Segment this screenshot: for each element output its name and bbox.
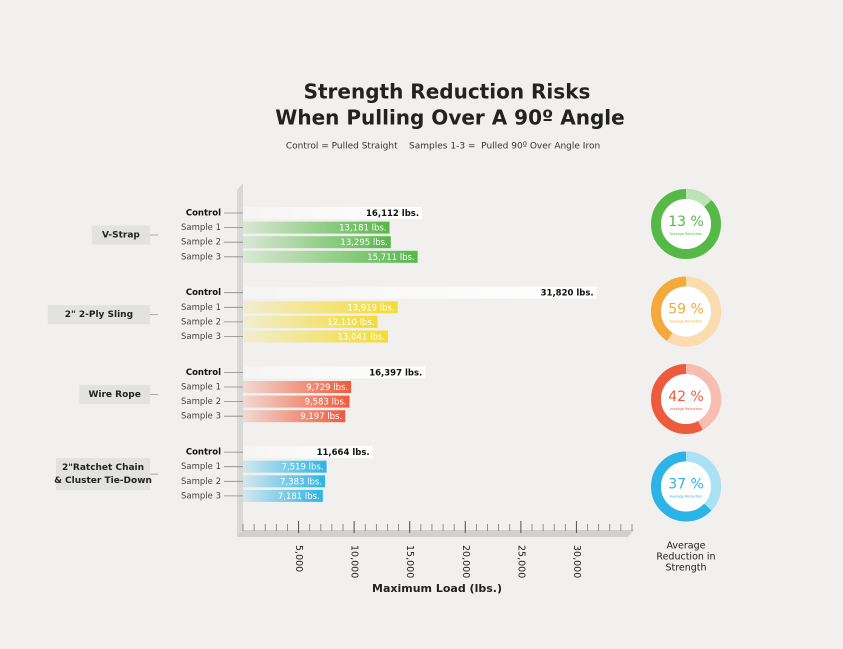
value-label: 13,919 lbs. bbox=[347, 303, 394, 313]
value-label: 13,295 lbs. bbox=[340, 238, 387, 248]
category-label: Control bbox=[186, 448, 221, 458]
category-label: Sample 2 bbox=[181, 238, 221, 248]
bar bbox=[243, 381, 352, 393]
group-label: 2" 2-Ply Sling bbox=[65, 310, 133, 320]
value-label: 9,729 lbs. bbox=[306, 383, 348, 393]
chart-title: When Pulling Over A 90º Angle bbox=[275, 106, 624, 130]
reduction-caption: Average Reduction bbox=[670, 320, 703, 324]
category-label: Control bbox=[186, 209, 221, 219]
donut-center bbox=[661, 374, 711, 424]
category-label: Sample 1 bbox=[181, 462, 221, 472]
bar bbox=[243, 221, 390, 234]
category-label: Control bbox=[186, 288, 221, 298]
group-label: & Cluster Tie-Down bbox=[54, 476, 152, 486]
axis-wall bbox=[237, 183, 243, 537]
value-label: 7,519 lbs. bbox=[282, 463, 324, 473]
value-label: 9,583 lbs. bbox=[305, 398, 347, 408]
value-label: 31,820 lbs. bbox=[541, 289, 594, 299]
group-label: 2"Ratchet Chain bbox=[62, 463, 144, 473]
value-label: 13,181 lbs. bbox=[339, 224, 386, 234]
donut-reduction bbox=[651, 364, 721, 434]
bar bbox=[243, 330, 388, 343]
value-label: 7,383 lbs. bbox=[280, 477, 322, 487]
reduction-title: Average bbox=[666, 541, 705, 552]
bar bbox=[243, 366, 426, 379]
donut-center bbox=[661, 199, 711, 249]
bar bbox=[243, 315, 378, 328]
bar bbox=[243, 460, 327, 473]
bar bbox=[243, 410, 346, 423]
group-label: V-Strap bbox=[102, 231, 140, 241]
group-label-box bbox=[79, 384, 150, 404]
reduction-caption: Average Reduction bbox=[670, 407, 703, 411]
reduction-label: 59 % bbox=[668, 302, 704, 318]
reduction-label: 13 % bbox=[668, 214, 704, 230]
group-label: Wire Rope bbox=[88, 390, 140, 400]
group-label-box bbox=[56, 458, 150, 491]
category-label: Sample 3 bbox=[181, 412, 221, 422]
bar bbox=[243, 395, 350, 408]
category-label: Sample 2 bbox=[181, 317, 221, 327]
donut-reduction bbox=[651, 451, 721, 522]
chart-title: Strength Reduction Risks bbox=[304, 80, 591, 104]
category-label: Sample 1 bbox=[181, 223, 221, 233]
value-label: 13,041 lbs. bbox=[338, 333, 385, 343]
donut-center bbox=[661, 461, 711, 512]
value-label: 12,110 lbs. bbox=[327, 318, 374, 328]
x-tick-label: 30,000 bbox=[571, 545, 582, 578]
group-label-box bbox=[47, 305, 150, 325]
x-tick-label: 15,000 bbox=[404, 545, 415, 578]
category-label: Sample 3 bbox=[181, 491, 221, 501]
reduction-label: 42 % bbox=[668, 389, 704, 405]
bar bbox=[243, 250, 418, 263]
category-label: Sample 3 bbox=[181, 332, 221, 342]
bar bbox=[243, 489, 323, 502]
bar bbox=[243, 446, 373, 459]
axis-floor bbox=[237, 530, 634, 537]
category-label: Sample 1 bbox=[181, 383, 221, 393]
group-label-box bbox=[91, 225, 150, 245]
value-label: 16,397 lbs. bbox=[369, 368, 422, 378]
x-axis-label: Maximum Load (lbs.) bbox=[372, 582, 502, 595]
category-label: Sample 2 bbox=[181, 397, 221, 407]
x-tick-label: 25,000 bbox=[515, 545, 526, 578]
bar bbox=[243, 475, 326, 488]
value-label: 15,711 lbs. bbox=[367, 253, 414, 263]
chart-subtitle: Control = Pulled Straight Samples 1-3 = … bbox=[286, 142, 600, 152]
bar bbox=[243, 207, 423, 219]
reduction-title: Reduction in bbox=[656, 552, 715, 563]
bar bbox=[243, 301, 398, 314]
reduction-label: 37 % bbox=[668, 477, 704, 493]
donut-center bbox=[661, 286, 711, 337]
value-label: 9,197 lbs. bbox=[300, 412, 342, 422]
value-label: 7,181 lbs. bbox=[278, 492, 320, 502]
reduction-caption: Average Reduction bbox=[670, 495, 703, 499]
category-label: Sample 3 bbox=[181, 252, 221, 262]
category-label: Sample 1 bbox=[181, 303, 221, 313]
value-label: 16,112 lbs. bbox=[366, 209, 419, 219]
value-label: 11,664 lbs. bbox=[317, 448, 370, 458]
reduction-title: Strength bbox=[665, 563, 706, 574]
bar bbox=[243, 236, 391, 249]
x-tick-label: 10,000 bbox=[349, 545, 360, 578]
x-tick-label: 20,000 bbox=[460, 545, 471, 578]
x-tick-label: 5,000 bbox=[293, 545, 304, 572]
bar bbox=[243, 286, 597, 299]
reduction-caption: Average Reduction bbox=[670, 232, 703, 236]
category-label: Sample 2 bbox=[181, 477, 221, 487]
category-label: Control bbox=[186, 368, 221, 378]
donut-reduction bbox=[651, 189, 721, 259]
donut-reduction bbox=[651, 276, 721, 347]
